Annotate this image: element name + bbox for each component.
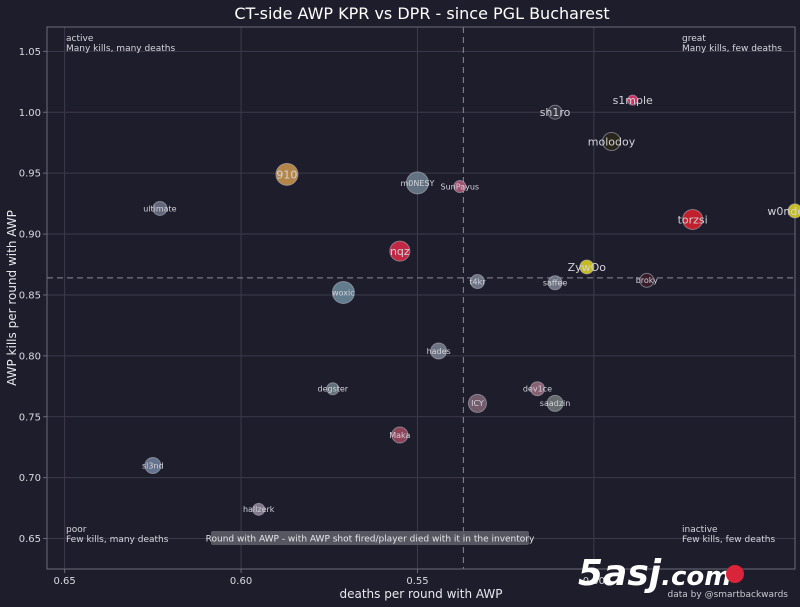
x-tick-label: 0.55 [406,576,428,587]
point-label-hades: hades [427,347,451,356]
point-label-s1mple: s1mple [613,94,653,107]
point-dev1ce [529,381,545,397]
watermark-dot-icon [726,565,744,583]
point-label-molodoy: molodoy [588,135,636,148]
point-degster [326,382,340,396]
y-axis-ticks: 0.65 0.70 0.75 0.80 0.85 0.90 0.95 1.00 1.05 [19,47,47,545]
point-label-dev1ce: dev1ce [523,385,552,394]
x-axis-ticks: 0.65 0.60 0.55 0.50 [54,569,605,587]
point-w0nderful [787,203,800,219]
point-910 [275,162,299,186]
point-s1mple [627,94,639,106]
plot-area-frame [46,26,796,570]
point-label-degster: degster [317,385,348,394]
point-saadzin [546,394,564,412]
point-label-saadzin: saadzin [540,399,571,408]
y-tick-label: 0.65 [19,534,41,545]
corner-bottom-left-title: poor [66,525,87,535]
corner-bottom-right-title: inactive [682,525,718,535]
x-tick-label: 0.65 [54,576,76,587]
point-t4kr [469,274,485,290]
point-saffee [547,275,563,291]
point-woxic [331,281,355,305]
point-ultimate [152,200,168,216]
x-tick-label: 0.50 [583,576,605,587]
point-label-woxic: woxic [332,288,355,297]
point-label-hallzerk: hallzerk [243,505,275,514]
point-label-SunPayus: SunPayus [441,182,480,191]
y-axis-label: AWP kills per round with AWP [5,210,19,386]
corner-top-right-desc: Many kills, few deaths [682,44,782,54]
point-hades [430,342,448,360]
watermark-main: 5asj [578,553,662,594]
credit-text: data by @smartbackwards [668,590,789,600]
y-tick-label: 0.80 [19,351,41,362]
point-label-Maka: Maka [389,431,410,440]
point-sh1ro [547,104,563,120]
point-sl3nd [144,456,162,474]
y-tick-label: 0.70 [19,473,41,484]
point-label-sl3nd: sl3nd [142,461,164,470]
point-label-w0nderful: w0nderful [767,205,800,218]
point-label-broky: broky [636,276,658,285]
y-tick-label: 0.75 [19,412,41,423]
point-label-ZywOo: ZywOo [568,261,607,274]
point-label-m0NESY: m0NESY [401,179,435,188]
x-axis-label: deaths per round with AWP [339,587,502,601]
corner-bottom-left-desc: Few kills, many deaths [66,535,169,545]
point-molodoy [602,131,622,151]
corner-annotations: active Many kills, many deaths great Man… [66,34,782,545]
corner-bottom-right-desc: Few kills, few deaths [682,535,775,545]
point-torzsi [682,208,704,230]
point-label-saffee: saffee [543,279,568,288]
y-tick-label: 0.95 [19,169,41,180]
point-broky [639,272,655,288]
point-Maka [391,426,409,444]
point-m0NESY [405,171,429,195]
watermark-suffix: .com [661,562,731,592]
point-label-ICY: ICY [471,399,484,408]
note-box: Round with AWP - with AWP shot fired/pla… [206,531,535,545]
point-label-910: 910 [276,168,297,181]
point-SunPayus [453,180,467,194]
corner-top-left-title: active [66,34,94,44]
corner-top-right-title: great [682,34,706,44]
point-ICY [467,393,487,413]
point-label-sh1ro: sh1ro [540,106,571,119]
point-nqz [389,240,411,262]
x-tick-label: 0.60 [230,576,252,587]
point-ZywOo [579,259,595,275]
point-label-torzsi: torzsi [678,213,708,226]
note-box-background [211,531,529,545]
chart-title: CT-side AWP KPR vs DPR - since PGL Bucha… [234,4,609,23]
point-hallzerk [252,502,266,516]
watermark-text: 5asj.com [578,553,731,594]
point-label-ultimate: ultimate [143,204,176,213]
mean-lines [47,27,795,569]
y-tick-label: 1.05 [19,47,41,58]
note-text: Round with AWP - with AWP shot fired/pla… [206,535,535,545]
watermark: 5asj.com [578,553,744,594]
point-label-nqz: nqz [390,245,410,258]
y-tick-label: 0.90 [19,230,41,241]
y-tick-label: 0.85 [19,290,41,301]
point-label-t4kr: t4kr [469,277,486,286]
corner-top-left-desc: Many kills, many deaths [66,44,175,54]
data-points: s1mple sh1ro molodoy 910 m0NESY SunPayus ultim… [142,94,800,516]
y-tick-label: 1.00 [19,108,41,119]
